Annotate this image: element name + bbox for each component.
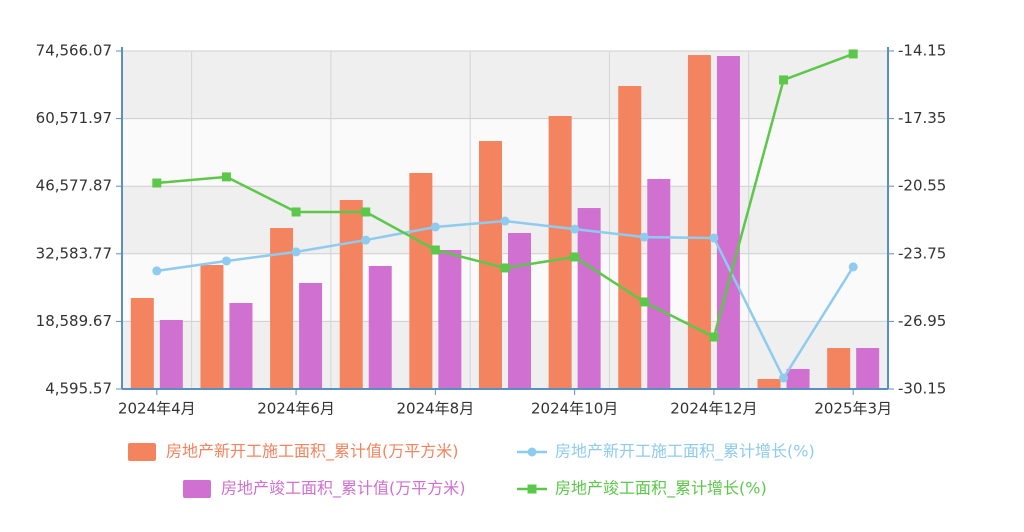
y2-tick-label: -23.75: [898, 244, 946, 262]
bar: [618, 86, 642, 389]
point: [291, 207, 301, 217]
x-tick-label: 2024年6月: [257, 400, 335, 418]
bar: [687, 55, 711, 389]
bar: [159, 319, 183, 389]
y-tick-label: 32,583.77: [36, 244, 112, 262]
legend-swatch: [527, 447, 537, 457]
bar: [200, 265, 224, 389]
point: [430, 222, 440, 232]
point: [709, 332, 719, 342]
point: [779, 75, 789, 85]
point: [152, 178, 162, 188]
bar: [548, 116, 572, 390]
bar: [856, 348, 880, 389]
y-tick-label: 46,577.87: [36, 177, 112, 195]
x-tick-label: 2025年3月: [814, 400, 892, 418]
y-tick-label: 74,566.07: [36, 42, 112, 60]
bar: [827, 348, 851, 389]
point: [639, 297, 649, 307]
legend-label: 房地产竣工面积_累计值(万平方米): [221, 479, 466, 499]
point: [430, 245, 440, 255]
bar: [368, 265, 392, 389]
point: [848, 262, 858, 272]
bar: [577, 208, 601, 389]
y2-tick-label: -26.95: [898, 312, 946, 330]
point: [639, 232, 649, 242]
x-tick-label: 2024年10月: [531, 400, 618, 418]
legend-label: 房地产竣工面积_累计增长(%): [555, 479, 767, 499]
x-tick-label: 2024年12月: [670, 400, 757, 418]
point: [570, 224, 580, 234]
point: [361, 235, 371, 245]
point: [221, 256, 231, 266]
point: [500, 263, 510, 273]
bar: [130, 298, 154, 389]
x-tick-label: 2024年8月: [397, 400, 475, 418]
y2-tick-label: -30.15: [898, 380, 946, 398]
legend-swatch: [183, 480, 211, 498]
point: [152, 266, 162, 276]
bar: [508, 232, 531, 389]
plot-band: [122, 118, 888, 187]
point: [848, 49, 858, 59]
bar: [339, 200, 363, 389]
y-tick-label: 18,589.67: [36, 312, 112, 330]
bar: [647, 178, 671, 389]
y2-tick-label: -20.55: [898, 177, 946, 195]
bar: [786, 368, 810, 389]
bar: [299, 282, 323, 389]
bar: [438, 250, 462, 389]
plot-band: [122, 51, 888, 119]
point: [709, 233, 719, 243]
point: [221, 172, 231, 182]
point: [500, 216, 510, 226]
point: [361, 207, 371, 217]
legend-swatch: [128, 443, 156, 461]
y2-tick-label: -17.35: [898, 109, 946, 127]
point: [570, 252, 580, 262]
bar: [409, 173, 433, 389]
bar: [716, 56, 740, 389]
point: [291, 247, 301, 257]
bar: [270, 228, 294, 389]
y-tick-label: 60,571.97: [36, 109, 112, 127]
x-tick-label: 2024年4月: [118, 400, 196, 418]
point: [779, 373, 789, 383]
y2-tick-label: -14.15: [898, 42, 946, 60]
legend-label: 房地产新开工施工面积_累计增长(%): [555, 442, 815, 462]
legend-label: 房地产新开工施工面积_累计值(万平方米): [166, 442, 459, 462]
bar: [757, 378, 781, 389]
bar: [229, 302, 253, 389]
y-tick-label: 4,595.57: [45, 380, 112, 398]
legend-swatch: [527, 484, 537, 494]
